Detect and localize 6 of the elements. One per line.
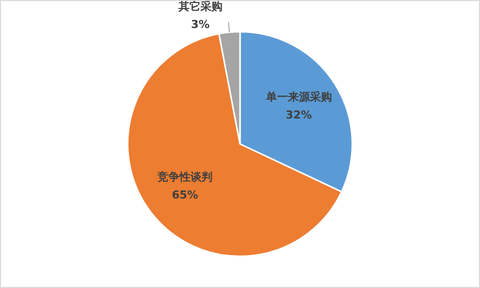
slice-label: 单一来源采购 [264,90,332,104]
slice-label: 竞争性谈判 [156,170,213,184]
data-label: 65% [172,188,198,202]
data-label: 3% [190,18,210,32]
slice-label: 其它采购 [177,0,222,14]
data-label: 32% [286,108,312,122]
